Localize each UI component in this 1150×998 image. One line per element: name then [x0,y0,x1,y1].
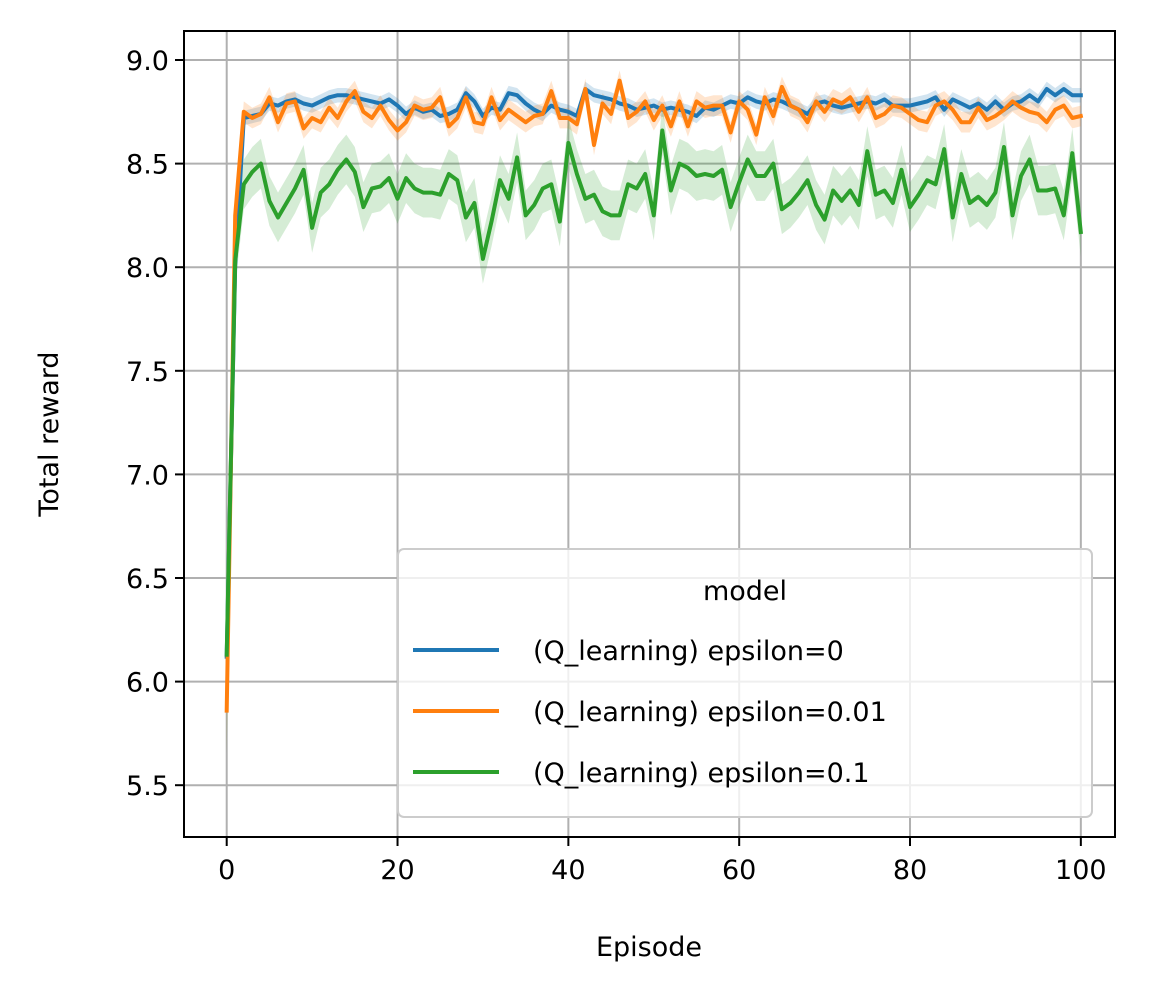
plot-frame [183,30,1116,838]
legend-label: (Q_learning) epsilon=0.01 [533,697,887,728]
series-line-2 [224,128,1084,657]
series-bands [226,70,1081,755]
legend: model (Q_learning) epsilon=0 (Q_learning)… [397,548,1093,818]
x-tick-label: 100 [1055,855,1107,886]
y-tick-label: 7.5 [126,357,169,388]
y-tick-label: 6.5 [126,564,169,595]
x-tick-label: 60 [722,855,756,886]
x-tick-label: 20 [380,855,414,886]
y-tick-label: 8.0 [126,253,169,284]
y-tick-label: 8.5 [126,150,169,181]
series-line-1 [224,78,1084,713]
y-tick-label: 5.5 [126,771,169,802]
x-ticks: 0 20 40 60 80 100 [218,837,1107,886]
x-tick-label: 0 [218,855,235,886]
legend-title: model [703,576,787,607]
series-band-2 [226,105,1081,755]
legend-label: (Q_learning) epsilon=0.1 [533,758,870,789]
x-axis-label: Episode [596,932,702,963]
y-axis-label: Total reward [34,351,65,517]
y-tick-label: 9.0 [126,46,169,77]
x-tick-label: 80 [893,855,927,886]
y-tick-label: 6.0 [126,668,169,699]
legend-label: (Q_learning) epsilon=0 [533,636,844,667]
legend-box [397,548,1093,818]
y-tick-label: 7.0 [126,460,169,491]
y-ticks: 5.5 6.0 6.5 7.0 7.5 8.0 8.5 9.0 [126,46,184,802]
series-lines [224,78,1084,713]
x-tick-label: 40 [551,855,585,886]
series-line-0 [224,87,1083,659]
